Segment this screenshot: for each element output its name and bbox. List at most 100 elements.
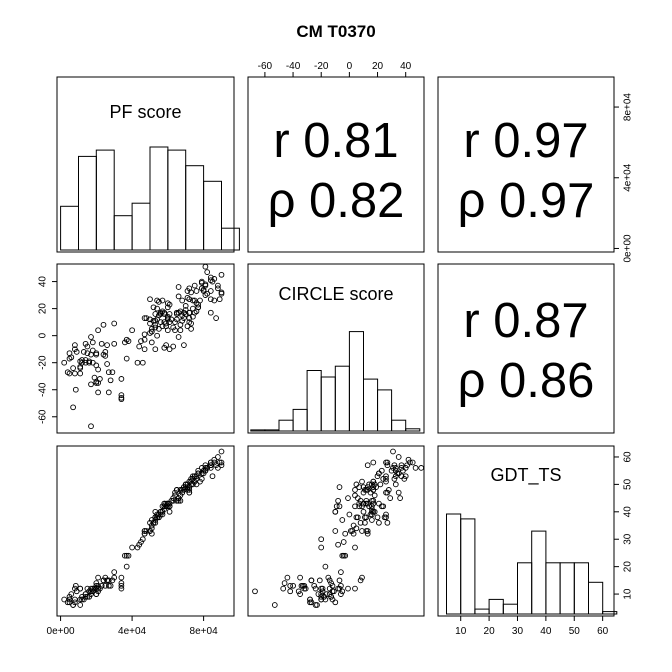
data-point [148, 517, 155, 523]
data-point [72, 582, 79, 589]
panel-corr-pf-gdt: r 0.97 ρ 0.97 [437, 76, 615, 253]
tick-label: 60 [597, 626, 609, 637]
data-point [315, 591, 322, 597]
data-point [70, 365, 76, 371]
data-point [198, 476, 205, 482]
corr-r-circle-gdt: r 0.87 [463, 294, 588, 348]
histogram-bar [559, 562, 575, 615]
data-point [164, 503, 171, 510]
axis-bottom-gdt: 10 20 30 40 50 60 [455, 615, 609, 637]
tick-label: 50 [623, 478, 634, 490]
data-point [369, 497, 375, 504]
histogram-bar [405, 428, 421, 432]
data-point [191, 282, 198, 289]
data-point [73, 588, 80, 595]
data-point [161, 506, 168, 512]
data-point [102, 582, 109, 589]
data-point [105, 582, 112, 589]
histogram-bar [264, 429, 280, 432]
data-point [157, 511, 164, 518]
data-point [376, 519, 382, 526]
data-point [150, 519, 157, 526]
tick-label: 4e+04 [118, 626, 147, 637]
data-point [136, 343, 143, 350]
data-point [147, 519, 153, 526]
data-point [89, 588, 96, 595]
data-point [122, 339, 128, 346]
data-point [118, 376, 125, 382]
data-point [175, 497, 182, 504]
data-point [182, 303, 189, 309]
corr-rho-circle-gdt: ρ 0.86 [458, 354, 595, 408]
data-point [369, 511, 375, 518]
data-point [72, 370, 78, 377]
data-point [61, 596, 68, 603]
scatter-circle-vs-pf [61, 263, 225, 430]
data-point [346, 511, 353, 518]
tick-label: 8e+04 [190, 626, 219, 637]
data-point [102, 574, 109, 581]
data-point [328, 580, 334, 586]
data-point [152, 321, 159, 328]
data-point [77, 602, 84, 608]
data-point [332, 599, 339, 606]
data-point [168, 316, 175, 323]
data-point [297, 574, 303, 581]
data-point [395, 454, 402, 460]
pf-histogram [60, 146, 240, 251]
data-point [136, 541, 143, 548]
tick-label: 0e+00 [623, 234, 634, 263]
data-point [186, 319, 193, 325]
data-point [347, 528, 354, 534]
data-point [88, 588, 94, 595]
data-point [311, 582, 318, 589]
tick-label: 30 [623, 533, 634, 545]
data-point [182, 481, 189, 488]
tick-label: 20 [38, 303, 49, 315]
data-point [190, 305, 196, 312]
data-point [370, 478, 377, 485]
data-point [418, 465, 425, 471]
data-point [211, 297, 218, 304]
data-point [353, 514, 360, 521]
histogram-bar [95, 149, 115, 251]
data-point [369, 481, 375, 488]
data-point [364, 462, 371, 469]
data-point [61, 359, 68, 366]
histogram-bar [167, 149, 187, 251]
data-point [332, 508, 339, 515]
data-point [195, 301, 202, 308]
data-point [402, 473, 409, 480]
data-point [215, 282, 221, 289]
data-point [105, 389, 112, 396]
data-point [364, 530, 371, 537]
tick-label: -60 [258, 61, 273, 72]
histogram-bar [573, 562, 589, 615]
data-point [369, 508, 375, 515]
panel-corr-circle-gdt: r 0.87 ρ 0.86 [437, 263, 615, 434]
data-point [177, 492, 184, 499]
data-point [378, 503, 385, 510]
tick-label: -40 [38, 382, 49, 397]
tick-label: 40 [400, 61, 412, 72]
data-point [398, 462, 405, 469]
data-point [107, 377, 114, 384]
tick-label: 20 [623, 561, 634, 573]
data-point [356, 500, 363, 507]
histogram-bar [446, 513, 462, 615]
data-point [328, 593, 334, 600]
data-point [335, 541, 341, 548]
data-point [412, 465, 419, 471]
data-point [325, 574, 332, 581]
tick-label: -60 [38, 409, 49, 424]
data-point [308, 577, 315, 584]
data-point [352, 492, 358, 499]
data-point [390, 448, 396, 455]
data-point [363, 514, 370, 521]
data-point [98, 582, 105, 589]
data-point [391, 462, 398, 469]
data-point [111, 340, 118, 347]
data-point [111, 574, 118, 581]
data-point [198, 465, 205, 471]
data-point [377, 481, 384, 488]
